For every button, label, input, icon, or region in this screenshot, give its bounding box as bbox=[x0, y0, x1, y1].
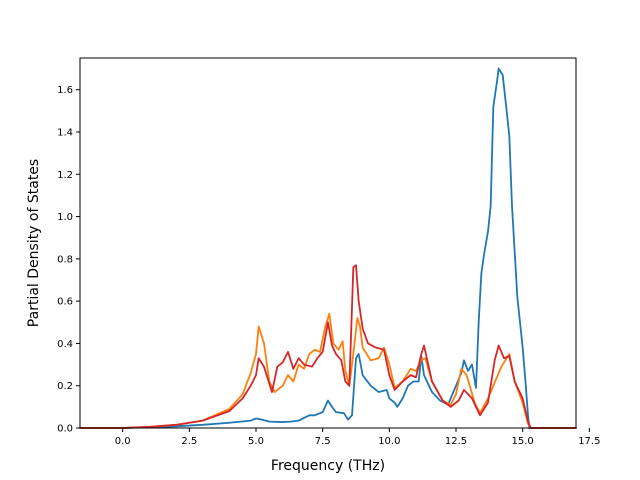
plot-frame bbox=[79, 57, 577, 429]
y-tick-label: 0.4 bbox=[57, 339, 73, 350]
series-line-2 bbox=[79, 312, 577, 429]
series-line-1 bbox=[79, 67, 577, 429]
x-tick-label: 5.0 bbox=[248, 436, 264, 447]
x-tick-label: 12.5 bbox=[445, 436, 467, 447]
y-tick-label: 1.4 bbox=[57, 128, 73, 139]
x-tick-label: 10.0 bbox=[378, 436, 400, 447]
y-axis: 0.0 0.2 0.4 0.6 0.8 1.0 1.2 1.4 1.6 bbox=[57, 85, 80, 435]
y-tick-label: 1.6 bbox=[57, 85, 73, 96]
y-tick-label: 0.6 bbox=[57, 297, 73, 308]
x-tick-label: 17.5 bbox=[578, 436, 600, 447]
series-line-3 bbox=[79, 264, 577, 429]
x-tick-label: 0.0 bbox=[115, 436, 131, 447]
y-tick-label: 1.0 bbox=[57, 212, 73, 223]
x-axis: 0.0 2.5 5.0 7.5 10.0 12.5 15.0 17.5 bbox=[115, 428, 600, 447]
y-tick-label: 1.2 bbox=[57, 170, 73, 181]
x-tick-label: 7.5 bbox=[315, 436, 331, 447]
y-axis-label: Partial Density of States bbox=[26, 159, 42, 327]
x-axis-label: Frequency (THz) bbox=[271, 458, 385, 474]
series-layer bbox=[79, 67, 577, 429]
x-tick-label: 2.5 bbox=[181, 436, 197, 447]
x-tick-label: 15.0 bbox=[512, 436, 534, 447]
y-tick-label: 0.0 bbox=[57, 424, 73, 435]
y-tick-label: 0.2 bbox=[57, 381, 73, 392]
y-tick-label: 0.8 bbox=[57, 254, 73, 265]
